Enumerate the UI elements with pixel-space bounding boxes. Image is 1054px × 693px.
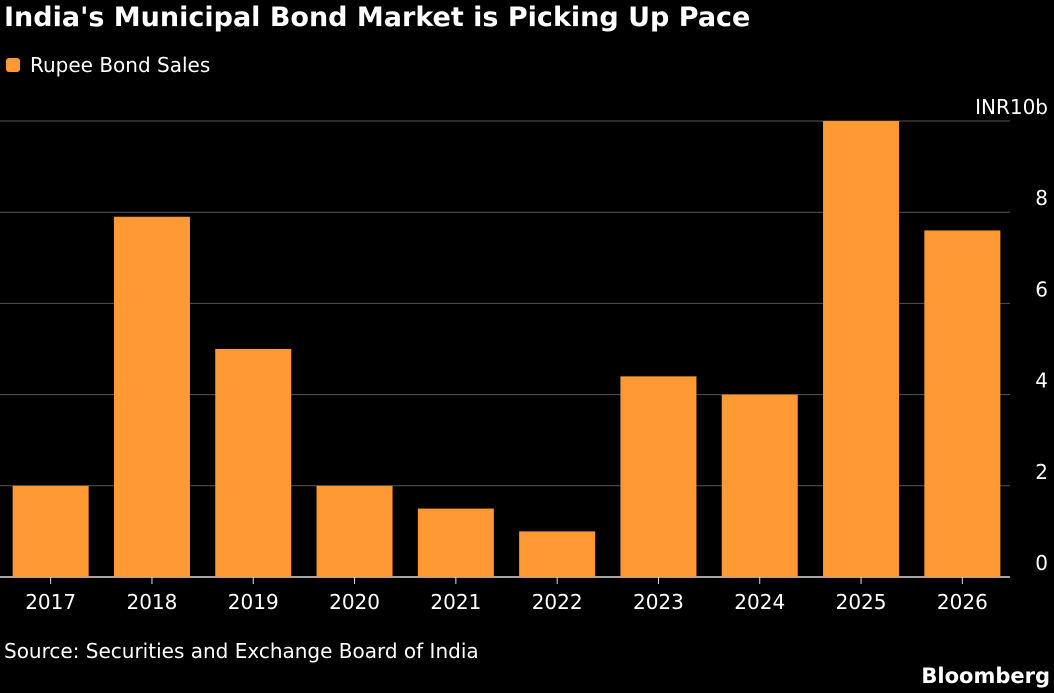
- bar-2025: [823, 121, 900, 577]
- x-tick-label: 2024: [734, 590, 785, 614]
- x-tick-label: 2022: [532, 590, 583, 614]
- bar-2018: [113, 216, 190, 577]
- x-axis-ticks: 2017 2018 2019 2020 2021 2022 2023 2024 2025 2026: [25, 577, 988, 614]
- bar-2026: [924, 230, 1001, 577]
- y-tick-label: 4: [1035, 369, 1048, 393]
- source-note: Source: Securities and Exchange Board of…: [4, 639, 479, 663]
- y-tick-label: 6: [1035, 277, 1048, 301]
- chart-title: India's Municipal Bond Market is Picking…: [4, 2, 751, 33]
- x-tick-label: 2023: [633, 590, 684, 614]
- legend: Rupee Bond Sales: [6, 53, 210, 77]
- legend-swatch: [6, 58, 20, 72]
- y-tick-label: 0: [1035, 551, 1048, 575]
- y-tick-label: INR10b: [975, 95, 1048, 119]
- y-tick-label: 8: [1035, 186, 1048, 210]
- legend-label: Rupee Bond Sales: [30, 53, 211, 77]
- x-tick-label: 2019: [228, 590, 279, 614]
- bar-2020: [316, 485, 393, 577]
- x-tick-label: 2017: [25, 590, 76, 614]
- bar-2022: [519, 531, 596, 577]
- y-tick-label: 2: [1035, 460, 1048, 484]
- bar-2017: [12, 485, 89, 577]
- bar-2024: [721, 394, 798, 577]
- bar-2023: [620, 376, 697, 577]
- bar-2021: [417, 508, 494, 577]
- x-tick-label: 2021: [430, 590, 481, 614]
- x-tick-label: 2026: [937, 590, 988, 614]
- x-tick-label: 2018: [126, 590, 177, 614]
- bloomberg-logo: Bloomberg: [921, 664, 1050, 688]
- bar-2019: [215, 349, 292, 577]
- bars: [12, 121, 1001, 577]
- x-tick-label: 2020: [329, 590, 380, 614]
- y-axis-ticks: 0 2 4 6 8 INR10b: [975, 95, 1048, 575]
- x-tick-label: 2025: [836, 590, 887, 614]
